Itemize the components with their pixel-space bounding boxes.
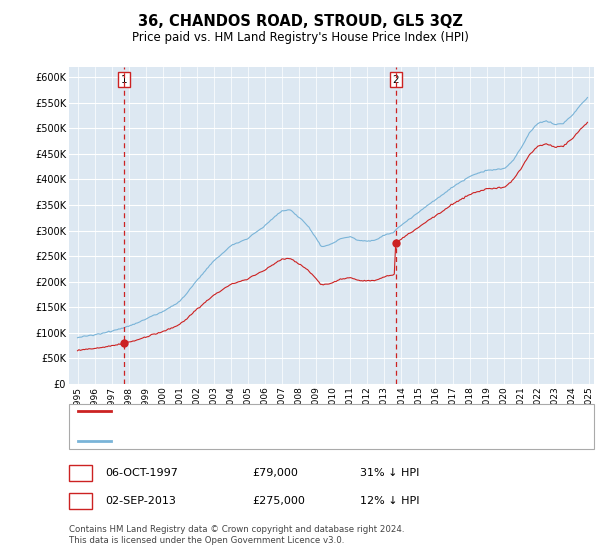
Text: 12% ↓ HPI: 12% ↓ HPI xyxy=(360,496,419,506)
Text: 2: 2 xyxy=(77,496,84,506)
Text: £275,000: £275,000 xyxy=(252,496,305,506)
Text: 31% ↓ HPI: 31% ↓ HPI xyxy=(360,468,419,478)
Text: Price paid vs. HM Land Registry's House Price Index (HPI): Price paid vs. HM Land Registry's House … xyxy=(131,31,469,44)
Text: 1: 1 xyxy=(121,75,128,85)
Text: Contains HM Land Registry data © Crown copyright and database right 2024.
This d: Contains HM Land Registry data © Crown c… xyxy=(69,525,404,545)
Text: 36, CHANDOS ROAD, STROUD, GL5 3QZ: 36, CHANDOS ROAD, STROUD, GL5 3QZ xyxy=(137,14,463,29)
Text: 1: 1 xyxy=(77,468,84,478)
Text: 02-SEP-2013: 02-SEP-2013 xyxy=(105,496,176,506)
Text: HPI: Average price, detached house, Stroud: HPI: Average price, detached house, Stro… xyxy=(117,436,344,446)
Text: £79,000: £79,000 xyxy=(252,468,298,478)
Text: 2: 2 xyxy=(392,75,399,85)
Text: 36, CHANDOS ROAD, STROUD, GL5 3QZ (detached house): 36, CHANDOS ROAD, STROUD, GL5 3QZ (detac… xyxy=(117,406,421,416)
Text: 06-OCT-1997: 06-OCT-1997 xyxy=(105,468,178,478)
